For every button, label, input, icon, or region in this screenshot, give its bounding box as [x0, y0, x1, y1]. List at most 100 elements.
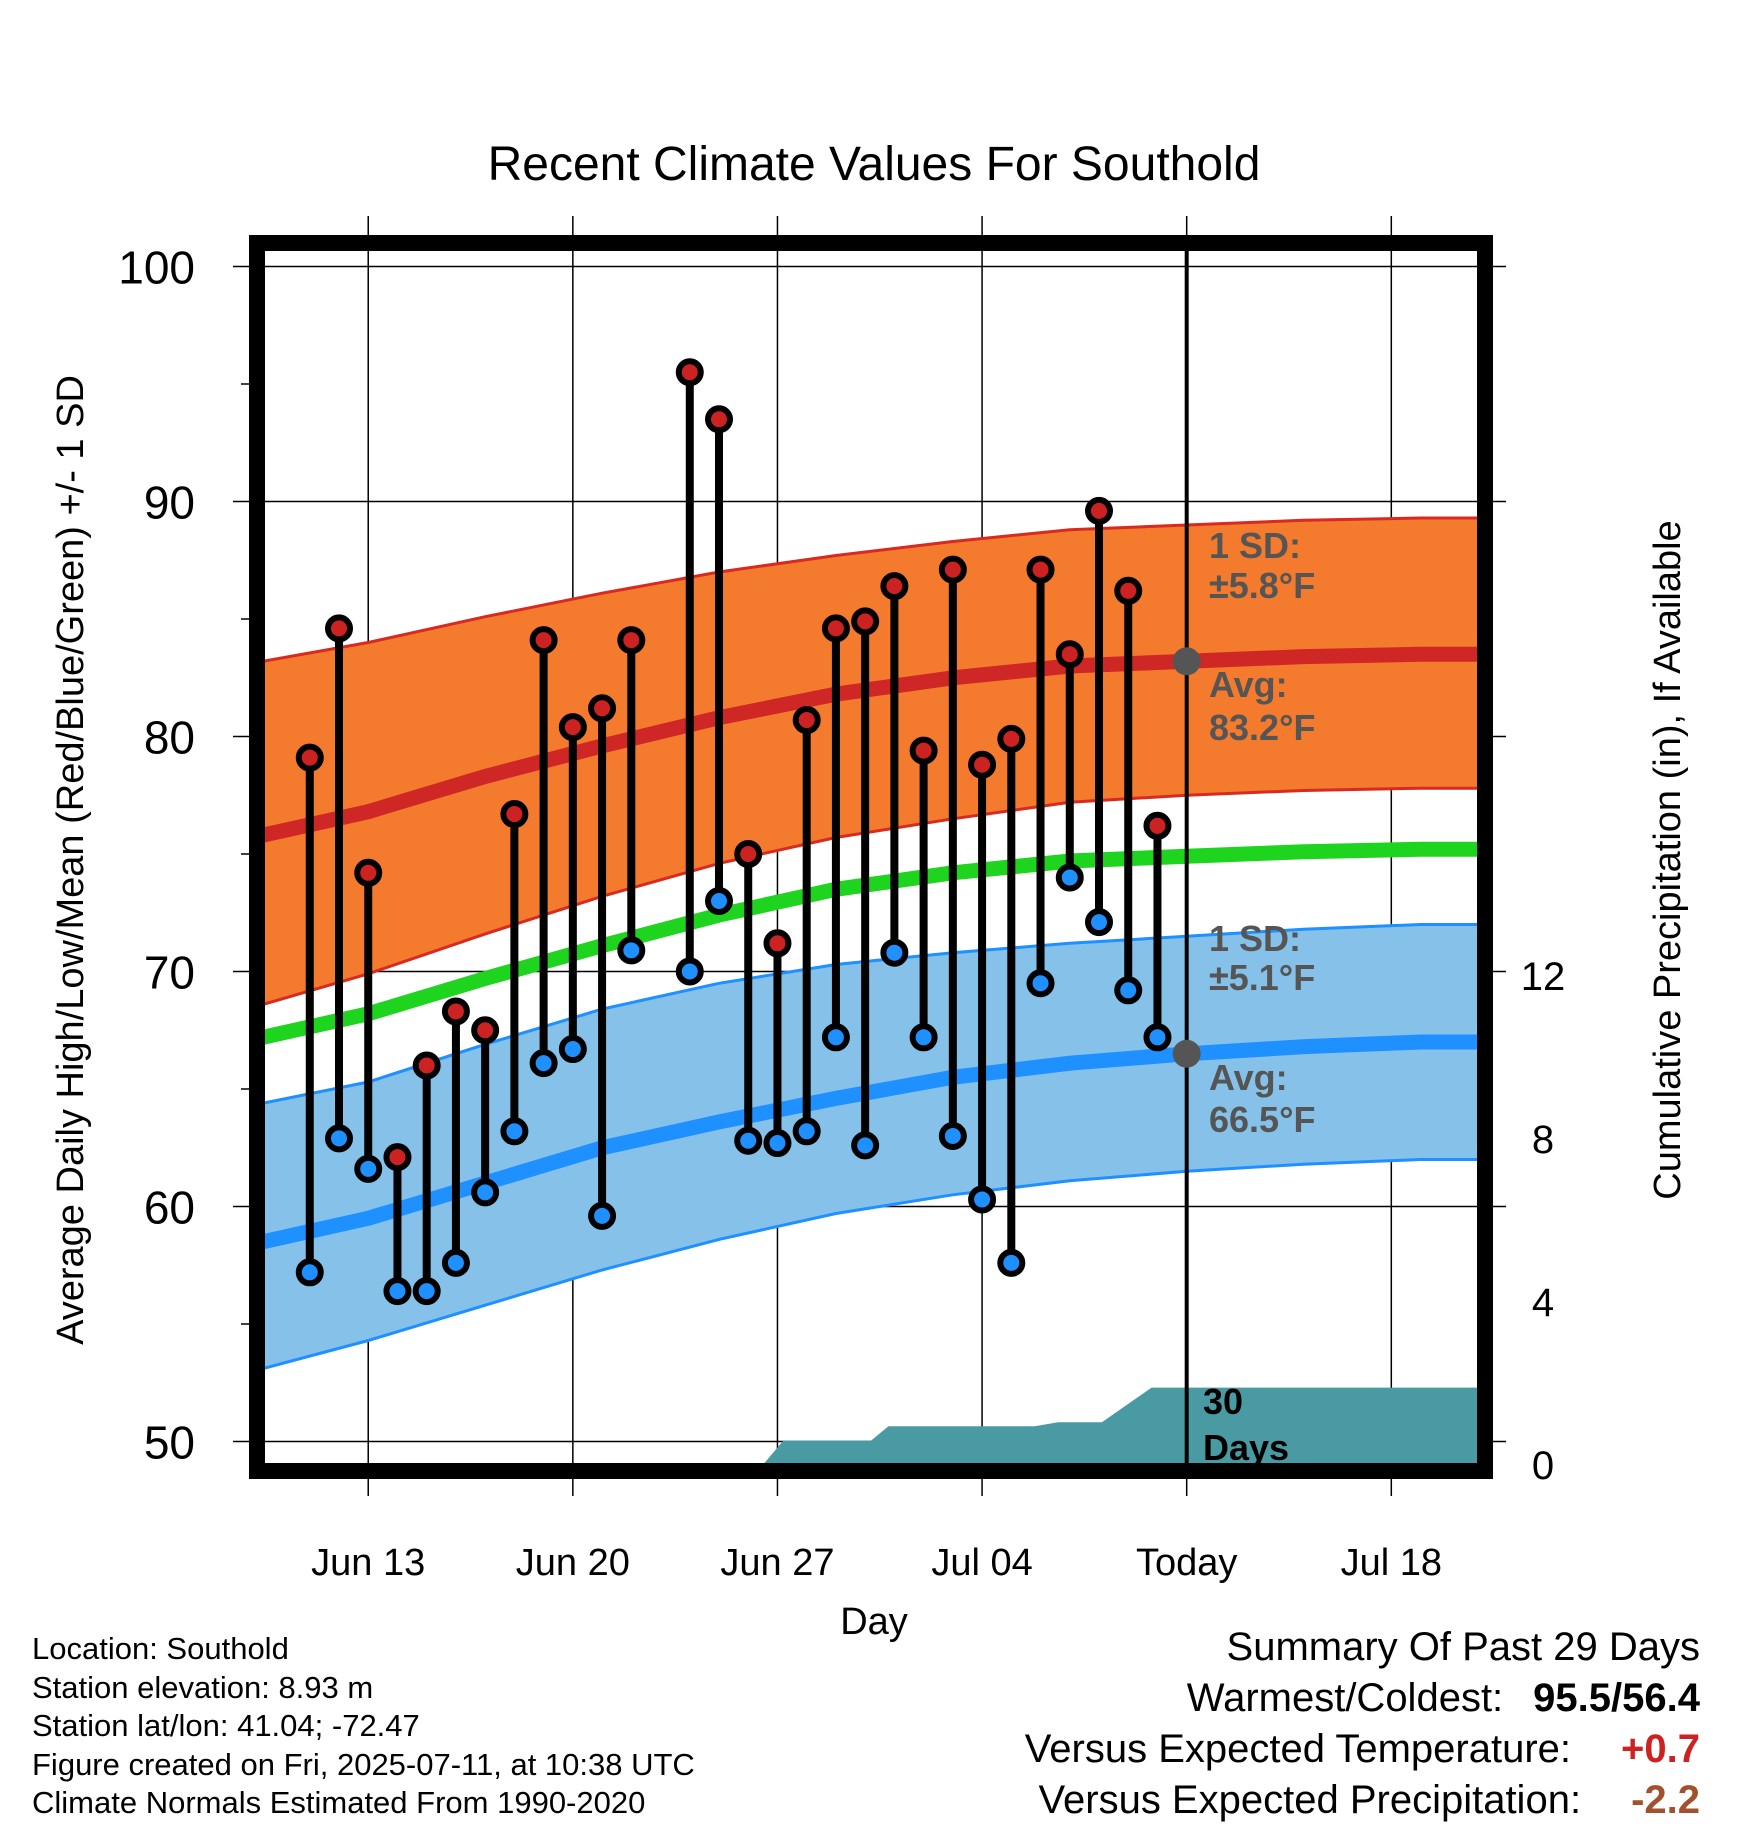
low-point — [558, 1035, 587, 1064]
high-point — [529, 626, 558, 655]
today-low-avg-marker — [1172, 1039, 1201, 1068]
high-point — [734, 840, 763, 868]
high-point — [500, 800, 529, 829]
high-sd-value: ±5.8°F — [1209, 565, 1315, 606]
x-tick-label: Jun 13 — [311, 1542, 425, 1584]
created-text: Figure created on Fri, 2025-07-11, at 10… — [32, 1746, 695, 1782]
high-point — [821, 614, 850, 643]
low-point — [763, 1129, 792, 1158]
low-point — [792, 1117, 821, 1146]
y-tick-label: 50 — [144, 1417, 195, 1469]
low-point — [1055, 863, 1084, 892]
y-axis-title: Average Daily High/Low/Mean (Red/Blue/Gr… — [50, 375, 92, 1345]
precip-value: -2.2 — [1631, 1778, 1700, 1822]
high-point — [412, 1051, 441, 1080]
high-point — [325, 614, 353, 643]
low-sd-label: 1 SD: — [1209, 918, 1301, 959]
y-tick-label: 80 — [144, 712, 195, 764]
elevation-text: Station elevation: 8.93 m — [32, 1669, 374, 1705]
plot-frame — [249, 235, 1493, 1479]
days-label-number: 30 — [1203, 1381, 1243, 1422]
high-point — [968, 750, 997, 779]
high-point — [354, 858, 383, 887]
low-point — [821, 1023, 850, 1052]
high-point — [295, 743, 324, 772]
high-point — [1026, 555, 1055, 584]
station-info: Location: Southold Station elevation: 8.… — [32, 1630, 695, 1823]
high-avg-label: Avg: — [1209, 664, 1288, 705]
high-point — [1055, 640, 1084, 669]
high-avg-value: 83.2°F — [1209, 707, 1315, 748]
low-point — [325, 1124, 353, 1153]
low-point — [675, 957, 704, 986]
low-point — [588, 1201, 617, 1230]
y-tick-label: 70 — [144, 947, 195, 999]
low-sd-band-lower-edge — [263, 1158, 1479, 1371]
high-point — [997, 724, 1026, 753]
low-point — [851, 1131, 880, 1160]
plot-border — [249, 235, 1493, 1479]
y2-tick-label: 0 — [1532, 1444, 1554, 1488]
low-point — [968, 1185, 997, 1214]
high-point — [880, 572, 909, 601]
high-point — [705, 405, 733, 434]
x-tick-label: Jun 27 — [720, 1542, 834, 1584]
summary-panel: Summary Of Past 29 Days Warmest/Coldest:… — [1025, 1622, 1700, 1826]
temp-value: +0.7 — [1621, 1727, 1700, 1771]
location-text: Location: Southold — [32, 1631, 289, 1666]
precipitation-area — [263, 1387, 1479, 1465]
high-point — [471, 1016, 500, 1045]
x-tick-label: Jul 04 — [931, 1542, 1032, 1584]
high-point — [763, 929, 792, 958]
warm-cold-row: Warmest/Coldest: 95.5/56.4 — [1025, 1673, 1700, 1724]
high-point — [1143, 811, 1172, 840]
high-point — [617, 626, 646, 655]
high-point — [1114, 576, 1143, 605]
low-sd-value: ±5.1°F — [1209, 957, 1315, 998]
low-point — [471, 1178, 500, 1207]
y-tick-label: 100 — [118, 242, 195, 294]
normals-text: Climate Normals Estimated From 1990-2020 — [32, 1785, 646, 1820]
low-point — [734, 1126, 763, 1155]
precip-row: Versus Expected Precipitation: -2.2 — [1025, 1775, 1700, 1826]
y2-tick-label: 8 — [1532, 1118, 1554, 1162]
low-point — [938, 1122, 967, 1150]
warm-cold-value: 95.5/56.4 — [1533, 1676, 1700, 1720]
precip-fill — [263, 1387, 1479, 1465]
low-point — [705, 887, 733, 915]
high-sd-label: 1 SD: — [1209, 525, 1301, 566]
precip-label: Versus Expected Precipitation: — [1038, 1778, 1582, 1822]
low-point — [617, 936, 646, 965]
low-point — [412, 1277, 441, 1306]
summary-title: Summary Of Past 29 Days — [1226, 1625, 1700, 1669]
low-point — [880, 938, 909, 967]
high-point — [792, 706, 821, 735]
daily-values — [295, 358, 1201, 1306]
low-point — [1085, 908, 1113, 937]
low-avg-label: Avg: — [1209, 1057, 1288, 1098]
high-point — [909, 736, 938, 765]
low-point — [441, 1248, 470, 1277]
y-tick-label: 90 — [144, 477, 195, 529]
low-point — [529, 1049, 558, 1078]
warm-cold-label: Warmest/Coldest: — [1186, 1676, 1504, 1720]
x-tick-label: Jul 18 — [1341, 1542, 1442, 1584]
high-sd-band-upper-edge — [263, 516, 1479, 663]
x-tick-label: Jun 20 — [516, 1542, 630, 1584]
low-point — [1026, 969, 1055, 998]
low-point — [909, 1023, 938, 1052]
days-label-word: Days — [1203, 1427, 1289, 1468]
low-point — [354, 1154, 383, 1183]
high-point — [675, 358, 704, 387]
temp-row: Versus Expected Temperature: +0.7 — [1025, 1724, 1700, 1775]
low-point — [1143, 1023, 1172, 1052]
y2-tick-label: 4 — [1532, 1281, 1554, 1325]
low-point — [295, 1258, 324, 1287]
high-point — [383, 1143, 412, 1172]
low-point — [1114, 976, 1143, 1005]
high-sd-band — [263, 518, 1479, 1005]
high-point — [938, 555, 967, 584]
